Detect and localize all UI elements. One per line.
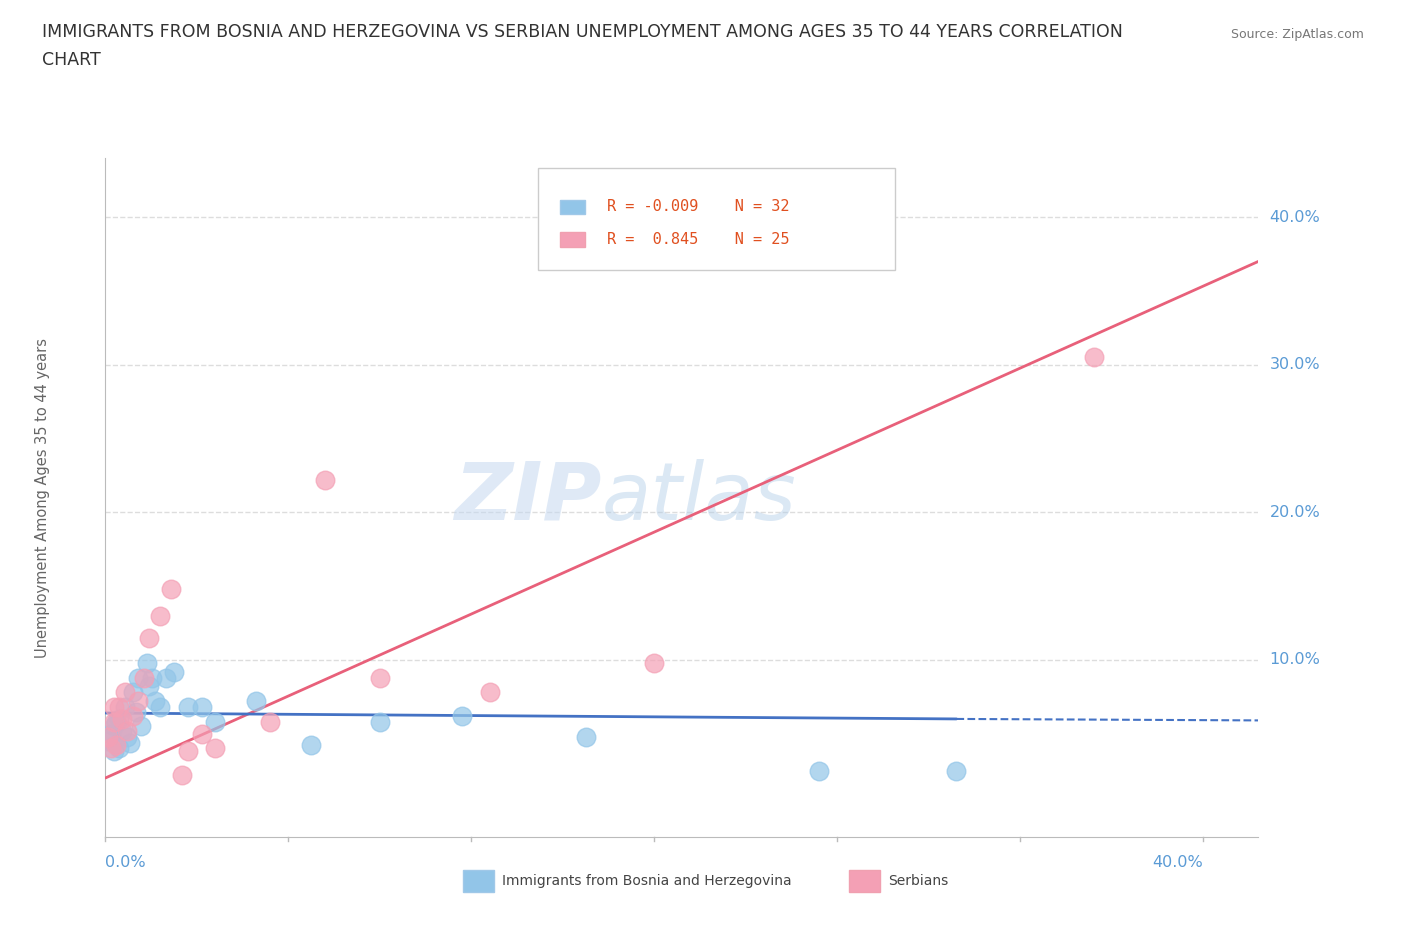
Point [132, 671, 155, 685]
Point [120, 735, 142, 750]
Point [155, 671, 177, 685]
Text: 10.0%: 10.0% [1270, 653, 1320, 668]
Point [259, 714, 281, 729]
Point [114, 699, 136, 714]
Point [105, 738, 128, 753]
Point [478, 684, 501, 699]
Point [127, 671, 149, 685]
FancyBboxPatch shape [560, 232, 585, 247]
Point [143, 694, 166, 709]
Point [141, 671, 163, 685]
Point [103, 719, 125, 734]
Text: 40.0%: 40.0% [1153, 855, 1204, 870]
Point [138, 679, 160, 694]
Text: R = -0.009    N = 32: R = -0.009 N = 32 [607, 199, 790, 215]
Point [105, 714, 128, 729]
Text: Unemployment Among Ages 35 to 44 years: Unemployment Among Ages 35 to 44 years [35, 338, 49, 658]
Point [314, 472, 336, 487]
Point [100, 726, 122, 741]
Point [122, 684, 145, 699]
Text: CHART: CHART [42, 51, 101, 69]
Point [117, 724, 139, 738]
Point [103, 714, 125, 729]
Text: Serbians: Serbians [889, 873, 949, 888]
Text: ZIP: ZIP [454, 458, 602, 537]
Text: atlas: atlas [602, 458, 796, 537]
Text: 20.0%: 20.0% [1270, 505, 1320, 520]
Point [149, 608, 172, 623]
Text: 40.0%: 40.0% [1270, 209, 1320, 225]
Point [172, 767, 194, 782]
Point [111, 724, 134, 738]
Point [122, 709, 145, 724]
Point [103, 744, 125, 759]
Point [190, 726, 212, 741]
Point [108, 711, 131, 726]
FancyBboxPatch shape [560, 200, 585, 215]
Point [160, 581, 183, 596]
Point [204, 714, 226, 729]
Point [124, 704, 146, 719]
Point [945, 764, 967, 778]
Point [575, 729, 598, 744]
Text: Immigrants from Bosnia and Herzegovina: Immigrants from Bosnia and Herzegovina [502, 873, 792, 888]
Point [190, 699, 212, 714]
Point [100, 741, 122, 756]
Point [245, 694, 267, 709]
Point [129, 719, 152, 734]
Point [368, 671, 391, 685]
Point [135, 656, 157, 671]
Point [177, 744, 200, 759]
Text: R =  0.845    N = 25: R = 0.845 N = 25 [607, 232, 790, 247]
Point [299, 738, 322, 753]
Point [643, 656, 665, 671]
Point [177, 699, 200, 714]
Point [108, 699, 131, 714]
Point [204, 741, 226, 756]
Point [103, 699, 125, 714]
Point [97, 734, 120, 749]
Point [149, 699, 172, 714]
Point [138, 631, 160, 645]
Point [808, 764, 831, 778]
Text: Source: ZipAtlas.com: Source: ZipAtlas.com [1230, 28, 1364, 41]
Point [97, 729, 120, 744]
Point [127, 694, 149, 709]
Point [368, 714, 391, 729]
Point [111, 711, 134, 726]
FancyBboxPatch shape [537, 168, 896, 270]
Text: 0.0%: 0.0% [105, 855, 146, 870]
Point [108, 741, 131, 756]
Point [1083, 350, 1105, 365]
Point [163, 664, 186, 679]
Text: 30.0%: 30.0% [1270, 357, 1320, 372]
Point [451, 709, 474, 724]
Text: IMMIGRANTS FROM BOSNIA AND HERZEGOVINA VS SERBIAN UNEMPLOYMENT AMONG AGES 35 TO : IMMIGRANTS FROM BOSNIA AND HERZEGOVINA V… [42, 23, 1123, 41]
Point [117, 729, 139, 744]
Point [114, 684, 136, 699]
